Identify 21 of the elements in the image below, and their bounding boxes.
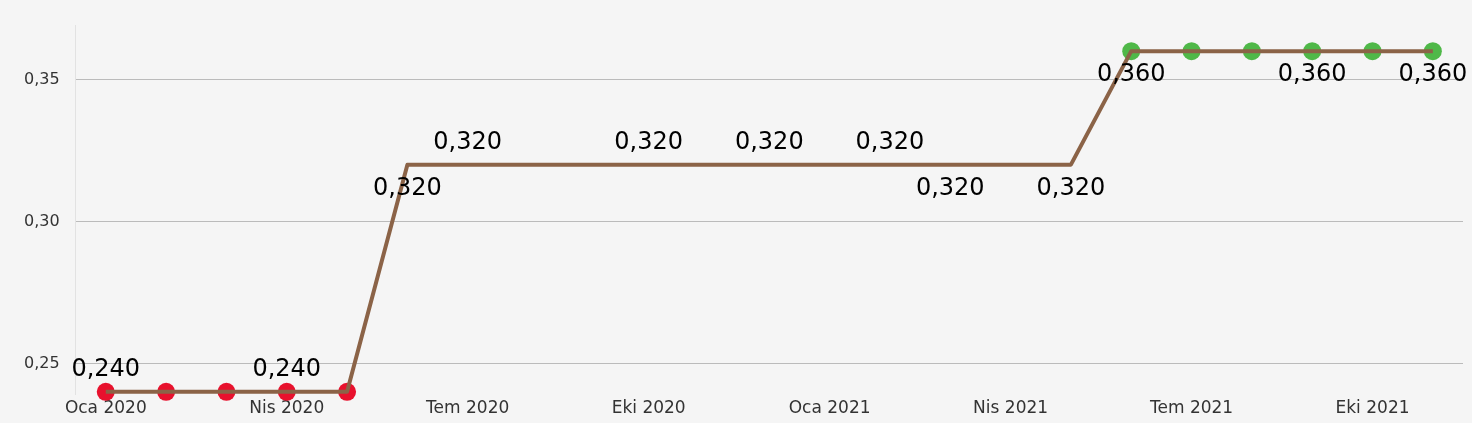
x-tick-label: Nis 2021: [973, 397, 1049, 418]
data-label: 0,320: [734, 126, 804, 155]
data-label: 0,320: [614, 126, 684, 155]
y-tick-label: 0,25: [24, 352, 60, 372]
x-tick-label: Tem 2020: [425, 397, 510, 418]
y-tick-label: 0,30: [24, 210, 60, 230]
x-tick-label: Eki 2020: [611, 397, 686, 418]
data-label: 0,360: [1398, 59, 1468, 88]
data-label: 0,240: [252, 354, 322, 382]
x-tick-label: Oca 2021: [788, 397, 871, 418]
data-label: 0,360: [1277, 59, 1347, 88]
data-label: 0,320: [855, 126, 925, 155]
data-label: 0,320: [915, 172, 985, 201]
y-tick-label: 0,35: [24, 68, 60, 88]
x-tick-label: Nis 2020: [249, 397, 325, 418]
x-tick-label: Oca 2020: [64, 397, 147, 418]
x-tick-label: Eki 2021: [1335, 397, 1410, 418]
data-label: 0,320: [1036, 172, 1106, 201]
x-tick-label: Tem 2021: [1148, 397, 1234, 418]
data-label: 0,240: [71, 354, 141, 382]
data-label: 0,320: [433, 126, 503, 155]
